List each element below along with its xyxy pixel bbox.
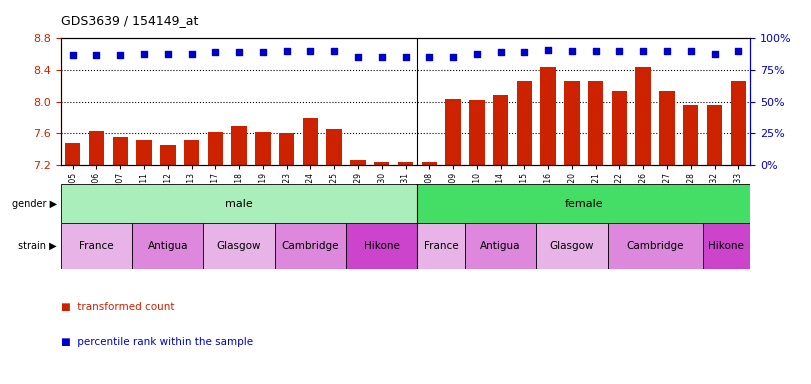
Text: France: France [424,241,458,251]
Bar [279,134,294,165]
Point [518,49,531,55]
Bar [61,223,132,269]
Bar [204,223,275,269]
Bar [731,81,746,165]
Text: Glasgow: Glasgow [550,241,594,251]
Point [660,48,673,54]
Point [304,48,317,54]
Point [470,51,483,57]
Point [233,49,246,55]
Bar [493,96,508,165]
Bar [536,223,607,269]
Point [423,54,436,60]
Bar [275,223,346,269]
Bar [659,91,675,165]
Text: Cambridge: Cambridge [626,241,684,251]
Point [565,48,578,54]
Point [684,48,697,54]
Bar [445,99,461,165]
Text: Hikone: Hikone [709,241,744,251]
Bar [374,162,389,165]
Point [67,52,79,58]
Bar [469,100,484,165]
Text: Hikone: Hikone [364,241,400,251]
Bar [588,81,603,165]
Bar [611,91,627,165]
Point [185,51,198,57]
Point [328,48,341,54]
Point [209,49,222,55]
Bar [397,162,414,165]
Bar [61,184,418,223]
Bar [350,161,366,165]
Point [613,48,626,54]
Bar [136,140,152,165]
Point [399,54,412,60]
Text: France: France [79,241,114,251]
Bar [113,137,128,165]
Text: female: female [564,199,603,209]
Bar [160,144,175,165]
Point [161,51,174,57]
Point [542,47,555,53]
Point [280,48,293,54]
Text: Antigua: Antigua [480,241,521,251]
Text: ■  percentile rank within the sample: ■ percentile rank within the sample [61,337,253,347]
Bar [255,132,271,165]
Text: Glasgow: Glasgow [217,241,261,251]
Bar [636,67,651,165]
Point [138,51,151,57]
Bar [88,131,104,165]
Bar [208,132,223,165]
Bar [346,223,418,269]
Bar [418,184,750,223]
Bar [327,129,342,165]
Bar [65,143,80,165]
Text: ■  transformed count: ■ transformed count [61,302,174,312]
Text: gender ▶: gender ▶ [11,199,57,209]
Text: strain ▶: strain ▶ [18,241,57,251]
Point [351,54,364,60]
Point [637,48,650,54]
Bar [303,118,318,165]
Point [375,54,388,60]
Bar [231,126,247,165]
Bar [422,162,437,165]
Point [589,48,602,54]
Point [732,48,744,54]
Point [90,52,103,58]
Bar [517,81,532,165]
Text: Antigua: Antigua [148,241,188,251]
Point [256,49,269,55]
Bar [707,105,723,165]
Bar [683,105,698,165]
Bar [540,67,556,165]
Text: male: male [225,199,253,209]
Text: Cambridge: Cambridge [281,241,339,251]
Text: GDS3639 / 154149_at: GDS3639 / 154149_at [61,14,198,27]
Bar [465,223,536,269]
Point [447,54,460,60]
Bar [418,223,465,269]
Bar [564,81,580,165]
Point [114,52,127,58]
Bar [607,223,702,269]
Bar [184,140,200,165]
Point [494,49,507,55]
Point [708,51,721,57]
Bar [702,223,750,269]
Bar [132,223,204,269]
